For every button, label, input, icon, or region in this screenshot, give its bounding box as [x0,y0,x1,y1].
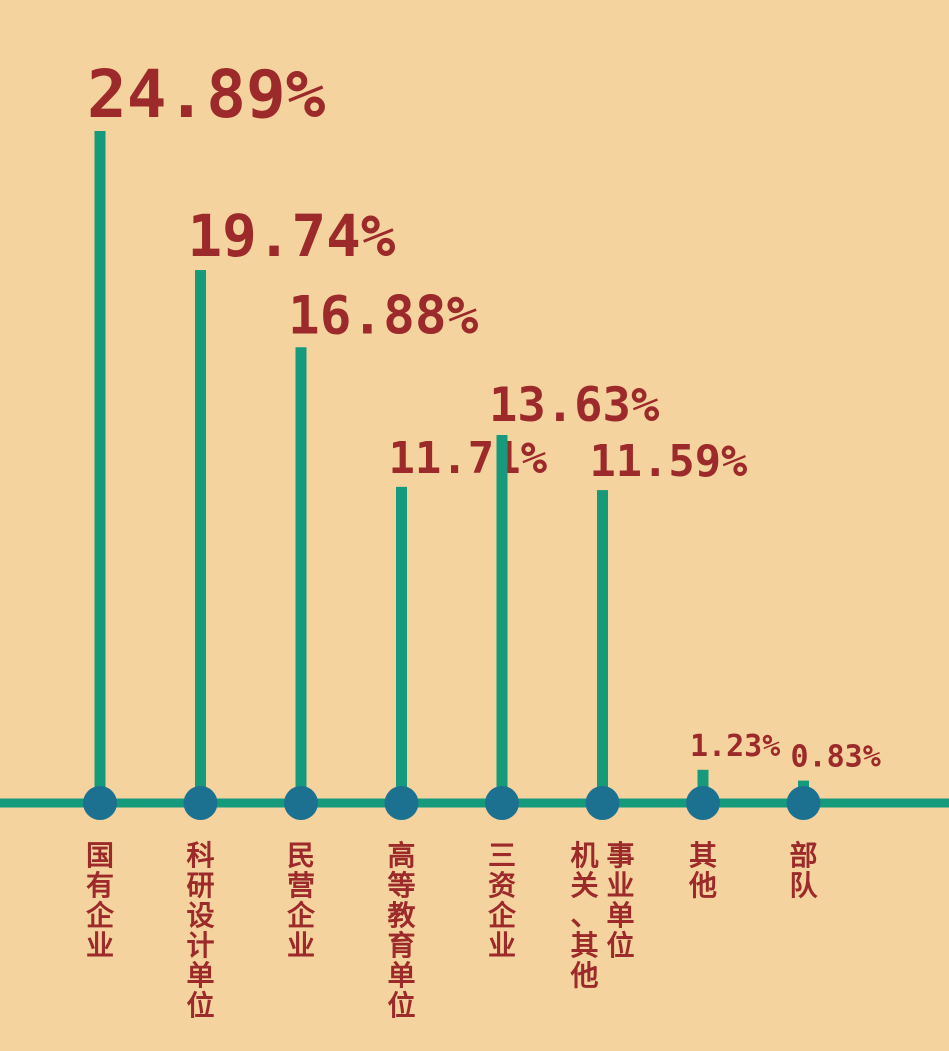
value-label: 1.23% [690,729,780,764]
value-label: 16.88% [288,285,479,346]
bar-marker [485,786,519,820]
category-label: 高等教育单位 [387,839,415,1022]
bar [396,486,407,803]
category-label: 机关、其他 [569,839,598,992]
bar-marker [585,786,620,820]
category-label: 国有企业 [86,839,115,962]
bar-marker [384,786,419,820]
value-label: 19.74% [188,203,396,270]
category-label: 部队 [789,839,818,902]
category-label: 其他 [688,839,717,902]
chart-marks: 24.89% 国有企业 19.74% 科研设计单位 16.88% 民营企业 11.71% 高等… [83,56,881,1022]
category-label: 科研设计单位 [186,839,214,1022]
bar-marker [83,786,117,820]
bar [295,347,307,803]
value-label: 11.59% [590,436,748,487]
category-label: 三资企业 [488,839,517,962]
bar [195,270,206,803]
bar-marker [284,786,318,820]
value-label: 11.71% [389,433,548,484]
bar-marker [786,786,821,820]
bar-marker [183,786,218,820]
category-label: 事业单位 [606,839,634,962]
value-label: 0.83% [791,740,881,775]
category-label: 民营企业 [287,839,316,962]
bar [496,435,508,803]
bar [94,131,106,803]
bar [597,490,608,803]
bar-marker [686,786,720,820]
value-label: 13.63% [489,378,660,433]
value-label: 24.89% [87,56,326,133]
